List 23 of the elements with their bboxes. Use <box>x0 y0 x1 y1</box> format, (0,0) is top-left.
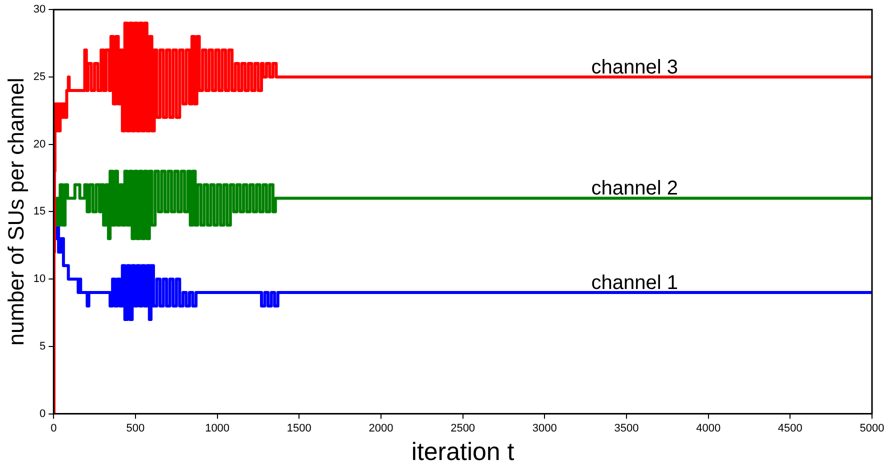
y-tick-label: 30 <box>33 4 46 16</box>
x-axis-title: iteration t <box>411 438 514 466</box>
annotation: channel 3 <box>591 56 678 78</box>
x-tick-label: 1000 <box>205 422 230 434</box>
x-tick-label: 2000 <box>368 422 394 434</box>
y-tick-label: 15 <box>33 206 46 218</box>
x-tick-label: 3500 <box>614 422 639 434</box>
x-tick-label: 4000 <box>696 422 721 434</box>
x-tick-label: 2500 <box>450 422 476 434</box>
x-tick-label: 3000 <box>532 422 557 434</box>
y-tick-label: 20 <box>33 138 46 150</box>
x-tick-label: 500 <box>126 422 145 434</box>
y-axis-title: number of SUs per channel <box>3 78 28 346</box>
annotation: channel 2 <box>591 178 678 200</box>
y-tick-label: 5 <box>40 340 46 352</box>
y-tick-label: 10 <box>33 273 46 286</box>
x-tick-label: 1500 <box>286 422 312 434</box>
x-tick-label: 0 <box>50 422 57 434</box>
y-tick-label: 25 <box>33 71 46 83</box>
annotation: channel 1 <box>591 272 678 294</box>
y-tick-label: 0 <box>40 408 46 420</box>
x-tick-label: 5000 <box>860 422 884 434</box>
x-tick-label: 4500 <box>778 422 802 434</box>
